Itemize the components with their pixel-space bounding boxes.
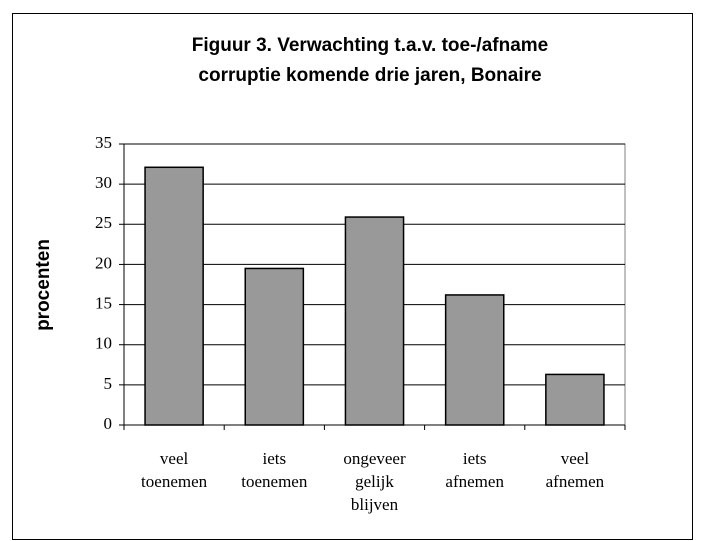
chart-title: Figuur 3. Verwachting t.a.v. toe-/afname [192, 35, 549, 56]
y-tick-label: 20 [95, 253, 112, 272]
x-tick-label: iets [463, 449, 487, 468]
x-tick-label: toenemen [241, 472, 308, 491]
bar [144, 166, 204, 426]
x-tick-label: veel [561, 449, 590, 468]
x-tick-label: afnemen [445, 472, 504, 491]
x-tick-label: blijven [351, 495, 399, 514]
y-tick-label: 30 [95, 173, 112, 192]
bar [444, 294, 505, 426]
x-tick-label: veel [160, 449, 189, 468]
bar [344, 216, 405, 426]
chart-title: corruptie komende drie jaren, Bonaire [198, 65, 541, 86]
x-tick-label: afnemen [546, 472, 605, 491]
x-tick-label: iets [262, 449, 286, 468]
y-tick-label: 35 [95, 133, 112, 152]
x-tick-label: gelijk [355, 472, 394, 491]
y-axis-label: procenten [33, 239, 54, 331]
y-tick-label: 0 [104, 414, 113, 433]
y-tick-label: 15 [95, 293, 112, 312]
y-tick-label: 10 [95, 334, 112, 353]
bar [244, 267, 305, 426]
y-tick-label: 5 [104, 374, 113, 393]
bar [545, 373, 605, 426]
x-tick-label: ongeveer [343, 449, 406, 468]
y-tick-label: 25 [95, 213, 112, 232]
x-tick-label: toenemen [141, 472, 208, 491]
